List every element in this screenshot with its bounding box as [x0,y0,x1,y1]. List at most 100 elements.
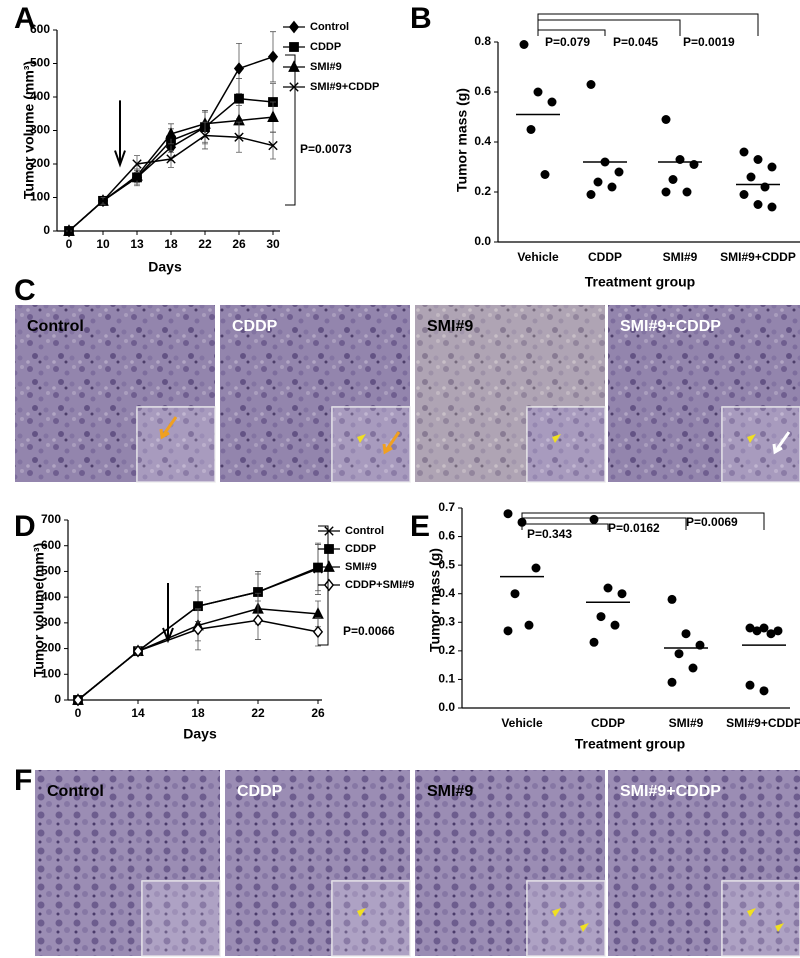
y-tick-label: 700 [41,512,61,526]
panel-label: E [410,510,430,543]
legend-label: CDDP [310,41,341,53]
x-tick-label: CDDP [591,716,625,730]
p-value: P=0.0162 [608,521,660,535]
data-point [610,620,620,630]
x-axis-label: Treatment group [575,736,685,752]
data-point [767,202,777,212]
data-point [767,162,777,172]
legend-marker [289,42,299,52]
arrowhead [747,908,756,917]
data-point [674,649,684,659]
significance-bracket [318,525,329,646]
legend-marker [288,20,300,34]
y-tick-label: 0 [43,223,50,237]
x-tick-label: SMI#9+CDDP [720,250,796,264]
data-point [519,40,529,49]
y-tick-label: 300 [30,123,50,137]
x-tick-label: 18 [191,706,205,720]
treatment-arrow [114,100,126,168]
arrowhead [775,923,784,932]
data-point [593,177,603,187]
inset [721,880,800,957]
x-tick-label: Vehicle [501,716,543,730]
marker [252,613,264,627]
inset-tint [332,881,410,956]
marker [267,50,279,64]
y-axis-label: Tumor mass (g) [427,548,443,652]
data-point [668,175,678,184]
data-point [667,677,677,687]
y-tick-label: 600 [30,22,50,36]
panel-label: A [14,2,36,35]
x-tick-label: 0 [66,237,73,251]
data-point [596,612,606,622]
y-axis-label: Tumor mass (g) [454,88,470,192]
x-tick-label: CDDP [588,250,622,264]
legend-marker [324,526,334,536]
x-tick-label: 10 [96,237,110,251]
data-point [617,589,627,599]
inset [526,880,606,957]
legend-marker [323,560,335,572]
data-point [753,155,763,164]
marker [233,62,245,75]
data-point [524,620,534,630]
x-axis-label: Treatment group [585,274,695,290]
p-value: P=0.0066 [343,624,395,638]
arrowhead [747,434,756,443]
arrowhead [552,434,561,443]
x-tick-label: SMI#9+CDDP [726,716,800,730]
data-point [661,115,671,124]
marker [192,622,204,636]
x-tick-label: 0 [75,706,82,720]
micrograph-label: CDDP [237,783,283,800]
data-point [753,200,763,209]
p-value: P=0.343 [527,527,572,541]
y-tick-label: 500 [30,56,50,70]
marker [267,110,279,123]
marker [166,154,176,164]
y-tick-label: 100 [30,190,50,204]
x-tick-label: 22 [198,237,212,251]
micrograph-label: SMI#9 [427,783,473,800]
data-point [540,170,550,179]
x-tick-label: 22 [251,706,265,720]
panel-label: C [14,274,36,307]
panel-label: F [14,764,32,797]
x-tick-label: 30 [266,237,280,251]
marker [165,127,177,139]
data-point [526,125,536,134]
data-point [661,187,671,197]
data-point [667,594,677,604]
legend-label: SMI#9+CDDP [310,81,379,93]
marker [312,625,324,639]
y-tick-label: 0.2 [438,643,455,657]
p-value: P=0.079 [545,35,590,49]
x-axis-label: Days [183,726,217,742]
legend-marker [324,544,334,554]
micrograph-label: Control [27,318,84,335]
inset [331,406,411,483]
legend-marker [289,82,299,92]
data-point [586,80,596,89]
y-tick-label: 0.0 [438,700,455,714]
data-point [752,626,762,636]
x-tick-label: 14 [131,706,145,720]
y-tick-label: 0.8 [474,34,491,48]
data-point [773,626,783,636]
significance-bracket [537,19,681,36]
data-point [682,187,692,197]
y-axis-label: Tumor volume(mm³) [31,543,47,677]
data-point [745,623,755,633]
legend-label: Control [310,21,349,33]
y-tick-label: 0.5 [438,557,455,571]
data-point [503,626,513,636]
data-point [503,509,513,519]
arrowhead [357,434,366,443]
data-point [589,637,599,647]
legend-marker [288,60,300,72]
data-point [589,514,599,524]
y-tick-label: 200 [30,156,50,170]
y-tick-label: 300 [41,615,61,629]
